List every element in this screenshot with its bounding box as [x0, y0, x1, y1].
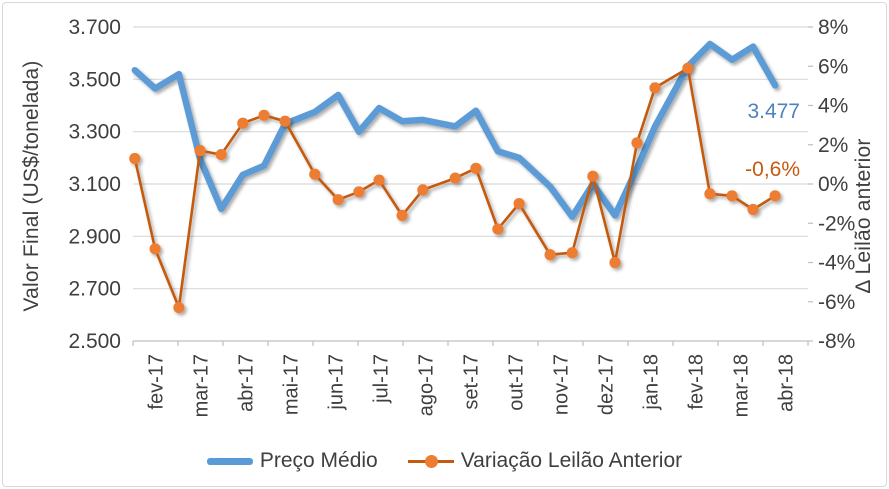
legend-item-preco-medio: Preço Médio	[206, 449, 378, 473]
x-axis-month-label: dez-17	[596, 354, 618, 415]
variation-data-point-marker	[566, 247, 578, 259]
price-series-line	[131, 40, 779, 220]
left-axis-tick-label: 3.300	[68, 121, 121, 144]
left-axis-title: Valor Final (US$/tonelada)	[20, 60, 43, 312]
left-axis-tick-label: 2.700	[68, 278, 121, 301]
variation-data-point-marker	[726, 190, 738, 202]
variation-data-point-marker	[587, 170, 599, 182]
left-axis-tick-label: 2.900	[68, 225, 121, 248]
variation-data-point-marker	[149, 243, 161, 255]
variation-data-point-marker	[309, 168, 321, 180]
right-axis-tick-label: 2%	[818, 134, 848, 157]
variation-data-point-marker	[173, 302, 185, 314]
variation-data-point-marker	[631, 137, 643, 149]
variation-data-point-marker	[215, 149, 227, 161]
last-price-data-label: 3.477	[747, 100, 800, 123]
variation-data-point-marker	[682, 62, 694, 74]
legend: Preço Médio Variação Leilão Anterior	[3, 444, 886, 478]
right-axis-tick-label: 8%	[818, 16, 848, 39]
x-axis-month-label: jun-17	[326, 354, 348, 411]
x-axis-month-label: fev-17	[146, 354, 168, 410]
dual-axis-line-chart: 3.700 3.500 3.300 3.100 2.900 2.700 2.500 8% 6% 4…	[68, 16, 855, 417]
last-variation-data-label: -0,6%	[745, 158, 800, 181]
right-axis-tick-label: -4%	[818, 252, 855, 275]
variation-data-point-marker	[513, 198, 525, 210]
x-axis-month-label: set-17	[461, 354, 483, 410]
variation-series	[129, 62, 781, 314]
variation-data-point-marker	[396, 209, 408, 221]
x-axis-month-label: mar-18	[731, 354, 753, 417]
legend-label-variacao: Variação Leilão Anterior	[460, 449, 683, 472]
variation-data-point-marker	[129, 152, 141, 165]
variation-data-point-marker	[769, 190, 781, 202]
x-axis-month-label: nov-17	[551, 354, 573, 415]
x-axis-month-label: abr-17	[236, 354, 258, 412]
right-axis-tick-label: 0%	[818, 173, 848, 196]
variation-data-point-marker	[237, 117, 249, 129]
legend-item-variacao: Variação Leilão Anterior	[407, 449, 683, 473]
variation-data-point-marker	[544, 249, 556, 261]
variation-data-point-marker	[373, 174, 385, 186]
legend-label-preco-medio: Preço Médio	[259, 449, 378, 472]
right-axis-tick-label: 6%	[818, 55, 848, 78]
variation-data-point-marker	[649, 82, 661, 94]
left-axis-tick-label: 3.100	[68, 173, 121, 196]
variation-marker-icon	[424, 454, 438, 468]
x-axis-month-label: ago-17	[416, 354, 438, 416]
variation-line-swatch-icon	[407, 454, 454, 468]
variation-data-point-marker	[194, 145, 206, 157]
x-axis-month-label: jan-18	[641, 354, 663, 411]
x-axis-month-label: out-17	[506, 354, 528, 411]
variation-data-point-marker	[704, 188, 716, 200]
x-axis-month-label: fev-18	[686, 354, 708, 410]
x-axis-month-label: mar-17	[191, 354, 213, 417]
left-axis-tick-label: 3.700	[68, 16, 121, 39]
variation-data-point-marker	[747, 203, 759, 216]
right-axis-tick-label: -8%	[818, 330, 855, 353]
variation-data-point-marker	[609, 256, 621, 269]
right-axis-tick-label: -6%	[818, 291, 855, 314]
variation-data-point-marker	[492, 223, 504, 235]
variation-data-point-marker	[470, 162, 482, 174]
right-axis-tick-label: 4%	[818, 95, 848, 118]
variation-data-point-marker	[353, 186, 365, 198]
variation-data-point-marker	[332, 194, 344, 206]
x-axis-month-label: mai-17	[281, 354, 303, 415]
x-axis-month-label: abr-18	[776, 354, 798, 412]
left-axis-tick-label: 2.500	[68, 330, 121, 353]
right-axis-tick-label: -2%	[818, 212, 855, 235]
variation-data-point-marker	[449, 172, 461, 184]
left-axis-tick-label: 3.500	[68, 68, 121, 91]
variation-data-point-marker	[279, 115, 291, 127]
x-axis-month-label: jul-17	[371, 354, 393, 404]
variation-data-point-marker	[258, 109, 270, 121]
variation-data-point-marker	[417, 184, 429, 196]
right-axis-title: Δ Leilão anterior	[852, 138, 875, 294]
price-line-swatch-icon	[206, 457, 253, 465]
